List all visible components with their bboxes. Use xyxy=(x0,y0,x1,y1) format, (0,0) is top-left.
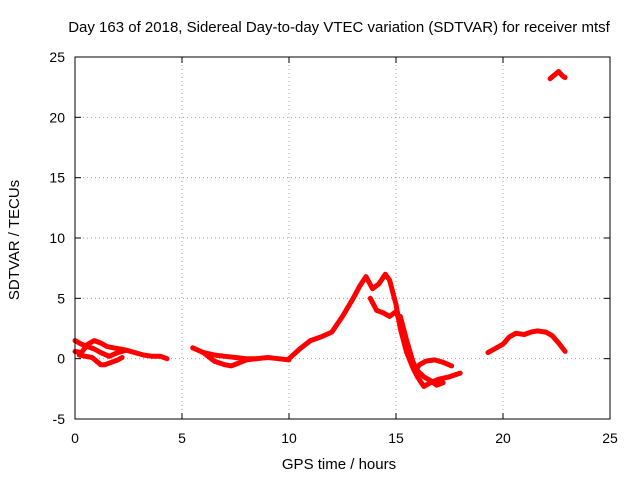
y-tick-label: -5 xyxy=(53,411,66,427)
y-tick-label: 10 xyxy=(49,230,65,246)
series-line-arc-4 xyxy=(485,328,568,356)
grid xyxy=(75,57,610,419)
series-line-arc-2b xyxy=(200,350,260,369)
x-tick-label: 25 xyxy=(602,430,618,446)
series-group xyxy=(72,69,568,389)
series-line-arc-3 xyxy=(286,271,463,389)
series-line-arc-1b xyxy=(72,338,129,356)
series-line-arc-1c xyxy=(76,352,125,368)
y-tick-label: 5 xyxy=(57,290,65,306)
y-tick-label: 25 xyxy=(49,49,65,65)
y-axis-label: SDTVAR / TECUs xyxy=(6,180,23,300)
x-tick-label: 10 xyxy=(281,430,297,446)
series-line-arc-5 xyxy=(547,69,568,82)
y-tick-label: 20 xyxy=(49,109,65,125)
chart-title: Day 163 of 2018, Sidereal Day-to-day VTE… xyxy=(68,19,610,36)
series-line-arc-3c xyxy=(397,313,446,388)
y-tick-label: 0 xyxy=(57,351,65,367)
x-tick-label: 15 xyxy=(388,430,404,446)
ticks: 0 5 10 15 20 25 -5 0 5 10 15 20 25 xyxy=(49,49,618,446)
x-tick-label: 0 xyxy=(71,430,79,446)
x-axis-label: GPS time / hours xyxy=(282,456,396,473)
x-tick-label: 20 xyxy=(495,430,511,446)
x-tick-label: 5 xyxy=(178,430,186,446)
y-tick-label: 15 xyxy=(49,170,65,186)
